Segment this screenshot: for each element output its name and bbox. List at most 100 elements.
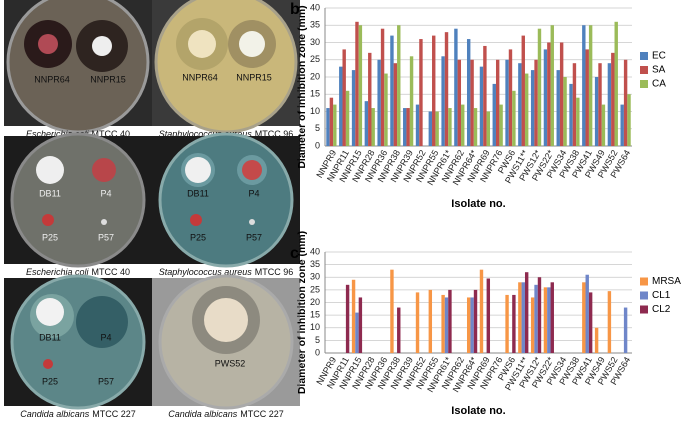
y-tick-label: 30 xyxy=(310,37,320,47)
bar xyxy=(444,32,449,146)
bar xyxy=(415,292,420,353)
isolate-label: PWS52 xyxy=(215,358,246,368)
bar xyxy=(623,307,628,353)
colony xyxy=(92,158,116,182)
isolate-label: P4 xyxy=(100,188,111,198)
bar xyxy=(435,111,439,146)
y-tick-label: 35 xyxy=(310,259,320,269)
strain: MTCC 40 xyxy=(92,267,131,277)
bar xyxy=(444,297,449,353)
bar xyxy=(607,63,612,147)
colony xyxy=(36,298,64,326)
bar xyxy=(543,49,548,146)
organism: Staphylococcus aureus xyxy=(159,129,253,139)
bar xyxy=(466,297,471,353)
bar xyxy=(576,97,580,146)
bar xyxy=(505,294,509,353)
bar xyxy=(582,282,586,353)
bar xyxy=(486,278,491,353)
bar xyxy=(505,59,509,146)
y-tick-label: 35 xyxy=(310,20,320,30)
organism: Escherichia coli xyxy=(26,267,90,277)
y-tick-label: 40 xyxy=(310,246,320,256)
bar xyxy=(495,59,500,146)
y-tick-label: 40 xyxy=(310,2,320,12)
x-axis-title: Isolate no. xyxy=(451,405,505,417)
bar xyxy=(428,111,433,146)
petri-dish xyxy=(154,0,298,134)
organism: Candida albicans xyxy=(20,409,90,419)
legend-label: CL2 xyxy=(652,304,671,315)
isolate-label: NNPR15 xyxy=(236,72,272,82)
bar xyxy=(441,294,445,353)
y-tick-label: 10 xyxy=(310,106,320,116)
bar xyxy=(543,287,548,353)
bar xyxy=(534,284,538,353)
y-tick-label: 5 xyxy=(315,123,320,133)
bar xyxy=(461,104,465,146)
isolate-label: P57 xyxy=(98,232,114,242)
bar xyxy=(428,289,433,353)
isolate-label: P4 xyxy=(100,332,111,342)
legend-swatch xyxy=(640,277,648,286)
bar xyxy=(524,73,529,146)
colony xyxy=(76,296,128,348)
colony xyxy=(92,36,112,56)
y-tick-label: 25 xyxy=(310,54,320,64)
bar xyxy=(512,90,516,146)
bar xyxy=(466,39,471,146)
isolate-label: P25 xyxy=(190,232,206,242)
y-tick-label: 0 xyxy=(315,347,320,357)
bar xyxy=(390,269,394,353)
colony xyxy=(185,157,211,183)
bar xyxy=(479,269,484,353)
bar xyxy=(390,35,394,146)
bar xyxy=(588,292,593,353)
bar xyxy=(547,42,551,146)
bar xyxy=(329,97,334,146)
petri-dish xyxy=(10,132,146,268)
y-tick-label: 0 xyxy=(315,140,320,150)
colony xyxy=(43,359,53,369)
isolate-label: P57 xyxy=(98,376,114,386)
colony xyxy=(239,31,265,57)
bar xyxy=(342,49,346,146)
legend-swatch xyxy=(640,52,648,60)
bar xyxy=(397,25,401,146)
bar xyxy=(355,21,359,146)
isolate-label: DB11 xyxy=(187,188,209,198)
panel-label: c xyxy=(290,245,299,262)
bar xyxy=(441,56,445,146)
x-axis-title: Isolate no. xyxy=(451,198,505,210)
organism: Escherichia coli xyxy=(26,129,90,139)
bar xyxy=(377,59,381,146)
bar xyxy=(563,77,567,146)
bar xyxy=(371,108,375,146)
bar xyxy=(364,101,369,146)
legend-label: CL1 xyxy=(652,290,671,301)
colony xyxy=(36,156,64,184)
bar xyxy=(594,77,599,146)
y-tick-label: 10 xyxy=(310,322,320,332)
bar xyxy=(588,25,593,146)
bar xyxy=(358,25,363,146)
bar xyxy=(492,83,496,146)
isolate-label: P25 xyxy=(42,232,58,242)
plate-caption: Candida albicans MTCC 227 xyxy=(168,409,284,419)
bar xyxy=(518,282,522,353)
plate-caption: Staphylococcus aureus MTCC 96 xyxy=(159,129,294,139)
bar xyxy=(384,73,388,146)
colony xyxy=(190,214,202,226)
bar xyxy=(537,277,542,353)
strain: MTCC 40 xyxy=(92,129,131,139)
colony xyxy=(242,160,262,180)
isolate-label: DB11 xyxy=(39,332,61,342)
bar xyxy=(550,25,554,146)
bar xyxy=(601,104,606,146)
bar xyxy=(530,70,535,146)
bar xyxy=(454,28,458,147)
bar xyxy=(518,63,522,147)
bar xyxy=(508,49,513,146)
bar xyxy=(415,104,420,146)
bar xyxy=(380,28,385,147)
